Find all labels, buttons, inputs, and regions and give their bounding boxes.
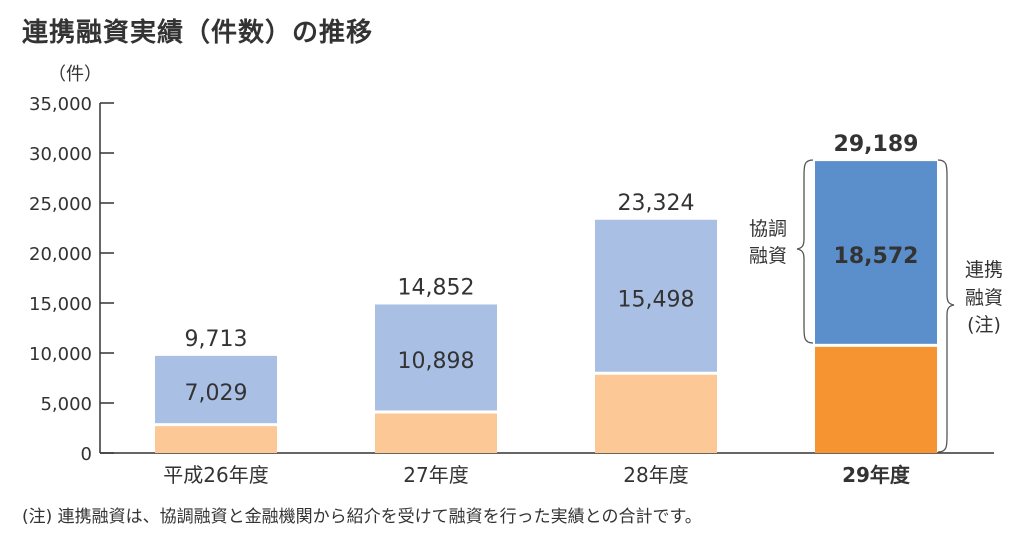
left-brace-label-line-2: 融資 [749,245,787,267]
bar-upper-segment [155,355,277,424]
bar-lower-segment [595,374,717,453]
right-brace-label-line-2: 融資 [965,287,1003,309]
y-tick-label: 20,000 [29,244,92,265]
y-tick-label: 0 [81,444,92,465]
total-value-label: 29,189 [834,132,919,157]
labels-group: 7,029 9,713 平成26年度 10,898 14,852 27年度 15,498 23… [163,132,918,487]
braces-group: 協調 融資 連携 融資 (注) [749,159,1003,453]
x-category-label: 平成26年度 [163,463,268,487]
y-tick-label: 15,000 [29,294,92,315]
bar-lower-segment [815,346,937,453]
x-category-label: 27年度 [403,463,468,487]
footnote: (注) 連携融資は、協調融資と金融機関から紹介を受けて融資を行った実績との合計で… [22,507,702,527]
bar-lower-segment [155,426,277,453]
left-brace-label-line-1: 協調 [749,218,787,240]
bar-upper-segment [375,304,497,411]
bar-upper-segment [815,161,937,344]
segment-value-label: 18,572 [834,244,919,269]
segment-value-label: 10,898 [398,349,475,374]
right-brace-note-marker: (注) [967,314,1001,336]
total-value-label: 14,852 [398,275,475,300]
y-tick-label: 25,000 [29,194,92,215]
y-tick-label: 5,000 [40,394,92,415]
x-category-label: 28年度 [623,463,688,487]
y-tick-label: 10,000 [29,344,92,365]
y-tick-label: 30,000 [29,144,92,165]
left-brace [796,159,814,344]
total-value-label: 9,713 [185,327,248,352]
right-brace [937,159,955,453]
total-value-label: 23,324 [618,191,695,216]
bars-group [155,161,937,453]
right-brace-label-line-1: 連携 [965,259,1003,281]
x-category-label: 29年度 [842,463,911,487]
y-axis-ticks: 0 5,000 10,000 15,000 20,000 25,000 30,000 35,0… [29,94,114,465]
y-axis-unit-label: （件） [48,64,102,85]
bar-upper-segment [595,219,717,372]
segment-value-label: 7,029 [185,381,248,406]
segment-value-label: 15,498 [618,287,695,312]
bar-lower-segment [375,413,497,453]
y-tick-label: 35,000 [29,94,92,115]
chart-title: 連携融資実績（件数）の推移 [22,18,374,48]
